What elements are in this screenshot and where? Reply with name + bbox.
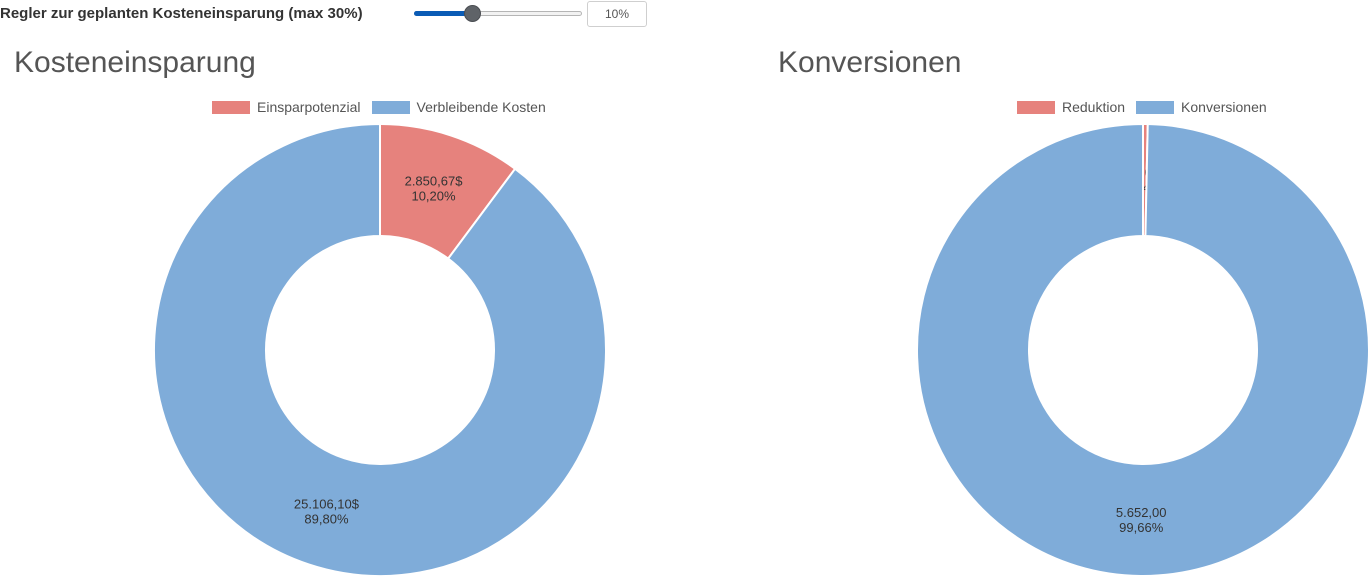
- data-label-value: 25.106,10$: [294, 496, 360, 511]
- data-label-percent: 99,66%: [1119, 520, 1164, 535]
- data-label-value: 5.652,00: [1116, 505, 1167, 520]
- legend-label: Einsparpotenzial: [257, 99, 361, 115]
- legend-label: Verbleibende Kosten: [416, 99, 546, 115]
- legend-swatch: [1136, 100, 1175, 114]
- cost-saving-slider[interactable]: [414, 5, 582, 23]
- slider-thumb[interactable]: [464, 5, 482, 22]
- legend-cost-saving: Einsparpotenzial Verbleibende Kosten: [212, 98, 557, 116]
- legend-item-einsparpotenzial[interactable]: Einsparpotenzial: [212, 99, 361, 115]
- slider-value-input[interactable]: 10%: [587, 1, 647, 27]
- legend-item-reduktion[interactable]: Reduktion: [1017, 99, 1125, 115]
- legend-swatch: [1017, 100, 1055, 114]
- slice-konversionen[interactable]: [916, 122, 1369, 577]
- legend-conversions: Reduktion Konversionen: [1017, 98, 1278, 116]
- chart-title-cost-saving: Kosteneinsparung: [14, 46, 256, 79]
- chart-title-conversions: Konversionen: [778, 46, 962, 79]
- slider-label: Regler zur geplanten Kosteneinsparung (m…: [0, 5, 363, 22]
- legend-label: Konversionen: [1181, 99, 1267, 115]
- slice-verbleibende-kosten[interactable]: [153, 122, 607, 577]
- data-label-value: 2.850,67$: [405, 174, 464, 189]
- legend-label: Reduktion: [1062, 99, 1126, 115]
- legend-item-verbleibende-kosten[interactable]: Verbleibende Kosten: [371, 99, 546, 115]
- data-label-percent: 10,20%: [411, 189, 456, 204]
- slider-fill: [414, 11, 473, 16]
- legend-swatch: [212, 100, 250, 114]
- legend-swatch: [371, 100, 410, 114]
- legend-item-konversionen[interactable]: Konversionen: [1136, 99, 1267, 115]
- donut-chart-cost-saving: 2.850,67$10,20% 25.106,10$89,80%: [153, 122, 607, 577]
- data-label-percent: 89,80%: [304, 511, 349, 526]
